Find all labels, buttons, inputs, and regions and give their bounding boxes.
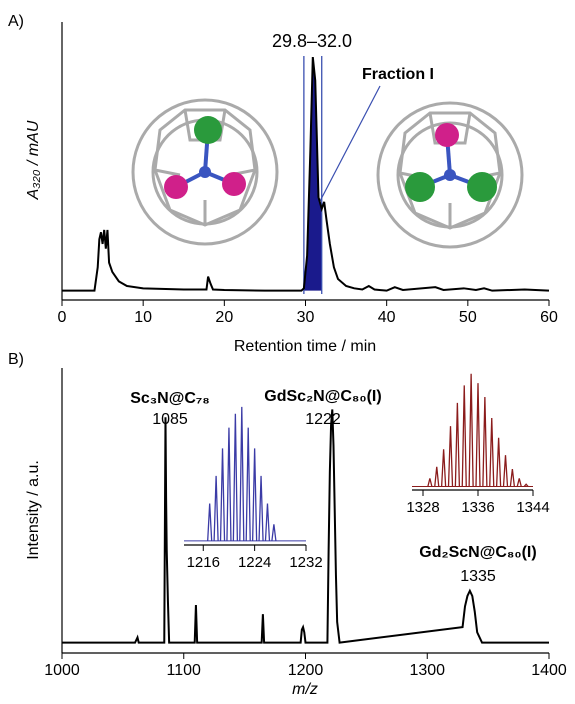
stem-peak: [226, 427, 232, 541]
stem-peak: [461, 385, 467, 487]
x-axis-label: Retention time / min: [234, 338, 376, 355]
stem-peak: [427, 478, 433, 487]
stem-peak: [258, 475, 264, 541]
y-axis-label: Intensity / a.u.: [25, 460, 42, 560]
x-tick-label: 20: [215, 309, 233, 326]
annotation-title: Gd₂ScN@C₈₀(I): [419, 544, 536, 561]
trace: [62, 56, 550, 292]
x-tick-label: 1200: [288, 662, 324, 679]
stem-peak: [232, 413, 239, 541]
stem-peak: [245, 427, 251, 541]
x-tick-label: 60: [540, 309, 558, 326]
panel-label: A): [8, 13, 24, 30]
x-tick-label: 1336: [461, 499, 494, 516]
stem-peak: [482, 397, 488, 487]
molecule-left: [131, 98, 279, 246]
stem-peak: [454, 402, 461, 487]
stem-peak: [502, 455, 509, 487]
stem-peak: [213, 475, 219, 541]
annotation-title: Sc₃N@C₇₈: [130, 390, 210, 407]
stem-peak: [207, 503, 213, 541]
stem-peak: [251, 448, 258, 541]
stem-peak: [523, 483, 529, 487]
stem-peak: [219, 448, 226, 541]
fraction-name: Fraction I: [362, 66, 434, 83]
annotation-title: GdSc₂N@C₈₀(I): [264, 388, 381, 405]
annotation-mass: 1085: [152, 411, 188, 428]
annotation-mass: 1335: [460, 568, 496, 585]
x-tick-label: 50: [459, 309, 477, 326]
x-tick-label: 30: [297, 309, 315, 326]
stem-peak: [239, 406, 245, 541]
pointer: [317, 85, 381, 206]
x-tick-label: 1100: [167, 662, 202, 679]
stem-peak: [271, 524, 277, 541]
x-tick-label: 40: [378, 309, 396, 326]
x-tick-label: 1328: [406, 499, 439, 516]
x-tick-label: 1224: [238, 554, 271, 571]
x-axis-label: m/z: [292, 681, 318, 698]
panel-label: B): [8, 351, 24, 368]
stem-peak: [447, 426, 454, 487]
trace: [62, 409, 549, 644]
stem-peak: [264, 503, 271, 541]
x-tick-label: 1400: [531, 662, 567, 679]
x-tick-label: 1216: [187, 554, 220, 571]
stem-peak: [468, 373, 474, 487]
stem-peak: [440, 449, 447, 487]
annotation-mass: 1222: [305, 411, 341, 428]
stem-peak: [475, 383, 481, 487]
stem-peak: [489, 417, 495, 487]
x-tick-label: 1232: [289, 554, 322, 571]
molecule-right: [376, 101, 524, 249]
fraction-range: 29.8–32.0: [272, 31, 352, 51]
stem-peak: [509, 469, 516, 487]
x-tick-label: 1344: [516, 499, 549, 516]
x-tick-label: 1300: [409, 662, 445, 679]
stem-peak: [516, 478, 522, 487]
x-tick-label: 1000: [44, 662, 80, 679]
x-tick-label: 10: [134, 309, 152, 326]
stem-peak: [434, 466, 440, 487]
y-axis-label: A₃₂₀ / mAU: [25, 120, 42, 200]
x-tick-label: 0: [58, 309, 67, 326]
stem-peak: [495, 437, 502, 487]
